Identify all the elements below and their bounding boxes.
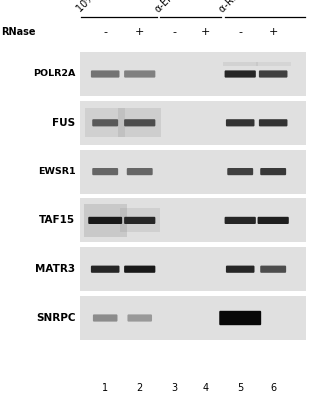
Bar: [80, 198, 306, 242]
FancyBboxPatch shape: [226, 266, 254, 273]
Text: POLR2A: POLR2A: [33, 70, 75, 78]
Bar: [80, 150, 306, 194]
FancyBboxPatch shape: [93, 314, 117, 322]
Text: EWSR1: EWSR1: [38, 167, 75, 176]
Bar: [118, 108, 161, 137]
Text: 10% inpt: 10% inpt: [74, 0, 112, 14]
FancyBboxPatch shape: [91, 70, 120, 78]
Text: TAF15: TAF15: [39, 215, 75, 226]
FancyBboxPatch shape: [227, 168, 253, 175]
FancyBboxPatch shape: [91, 266, 120, 273]
Text: 1: 1: [102, 383, 108, 393]
Text: α-RNAP II: α-RNAP II: [217, 0, 257, 14]
FancyBboxPatch shape: [259, 70, 288, 78]
Text: α-EIF4A3: α-EIF4A3: [153, 0, 191, 14]
FancyBboxPatch shape: [127, 314, 152, 322]
Bar: [80, 247, 306, 291]
FancyBboxPatch shape: [225, 217, 256, 224]
Text: MATR3: MATR3: [35, 264, 75, 274]
FancyBboxPatch shape: [124, 70, 155, 78]
Bar: [256, 62, 290, 66]
FancyBboxPatch shape: [219, 311, 261, 325]
Text: +: +: [135, 27, 144, 37]
Text: 4: 4: [203, 383, 209, 393]
Bar: [80, 52, 306, 96]
Text: 2: 2: [137, 383, 143, 393]
Text: SNRPC: SNRPC: [36, 313, 75, 323]
FancyBboxPatch shape: [259, 119, 288, 126]
Text: 3: 3: [171, 383, 177, 393]
Bar: [80, 101, 306, 145]
Text: 5: 5: [237, 383, 243, 393]
FancyBboxPatch shape: [260, 266, 286, 273]
Text: -: -: [238, 27, 242, 37]
FancyBboxPatch shape: [92, 168, 118, 175]
Text: +: +: [268, 27, 278, 37]
Bar: [80, 296, 306, 340]
Bar: [84, 204, 127, 237]
FancyBboxPatch shape: [92, 119, 118, 126]
FancyBboxPatch shape: [124, 217, 155, 224]
Bar: [120, 208, 160, 232]
FancyBboxPatch shape: [124, 119, 155, 126]
Text: RNase: RNase: [2, 27, 36, 37]
Text: FUS: FUS: [52, 118, 75, 128]
FancyBboxPatch shape: [124, 266, 155, 273]
FancyBboxPatch shape: [225, 70, 256, 78]
Text: -: -: [172, 27, 176, 37]
Text: 6: 6: [270, 383, 276, 393]
FancyBboxPatch shape: [88, 217, 122, 224]
Text: +: +: [201, 27, 210, 37]
Bar: [223, 62, 257, 66]
FancyBboxPatch shape: [127, 168, 153, 175]
FancyBboxPatch shape: [260, 168, 286, 175]
FancyBboxPatch shape: [226, 119, 254, 126]
FancyBboxPatch shape: [257, 217, 289, 224]
Bar: [85, 108, 125, 137]
Text: -: -: [103, 27, 107, 37]
